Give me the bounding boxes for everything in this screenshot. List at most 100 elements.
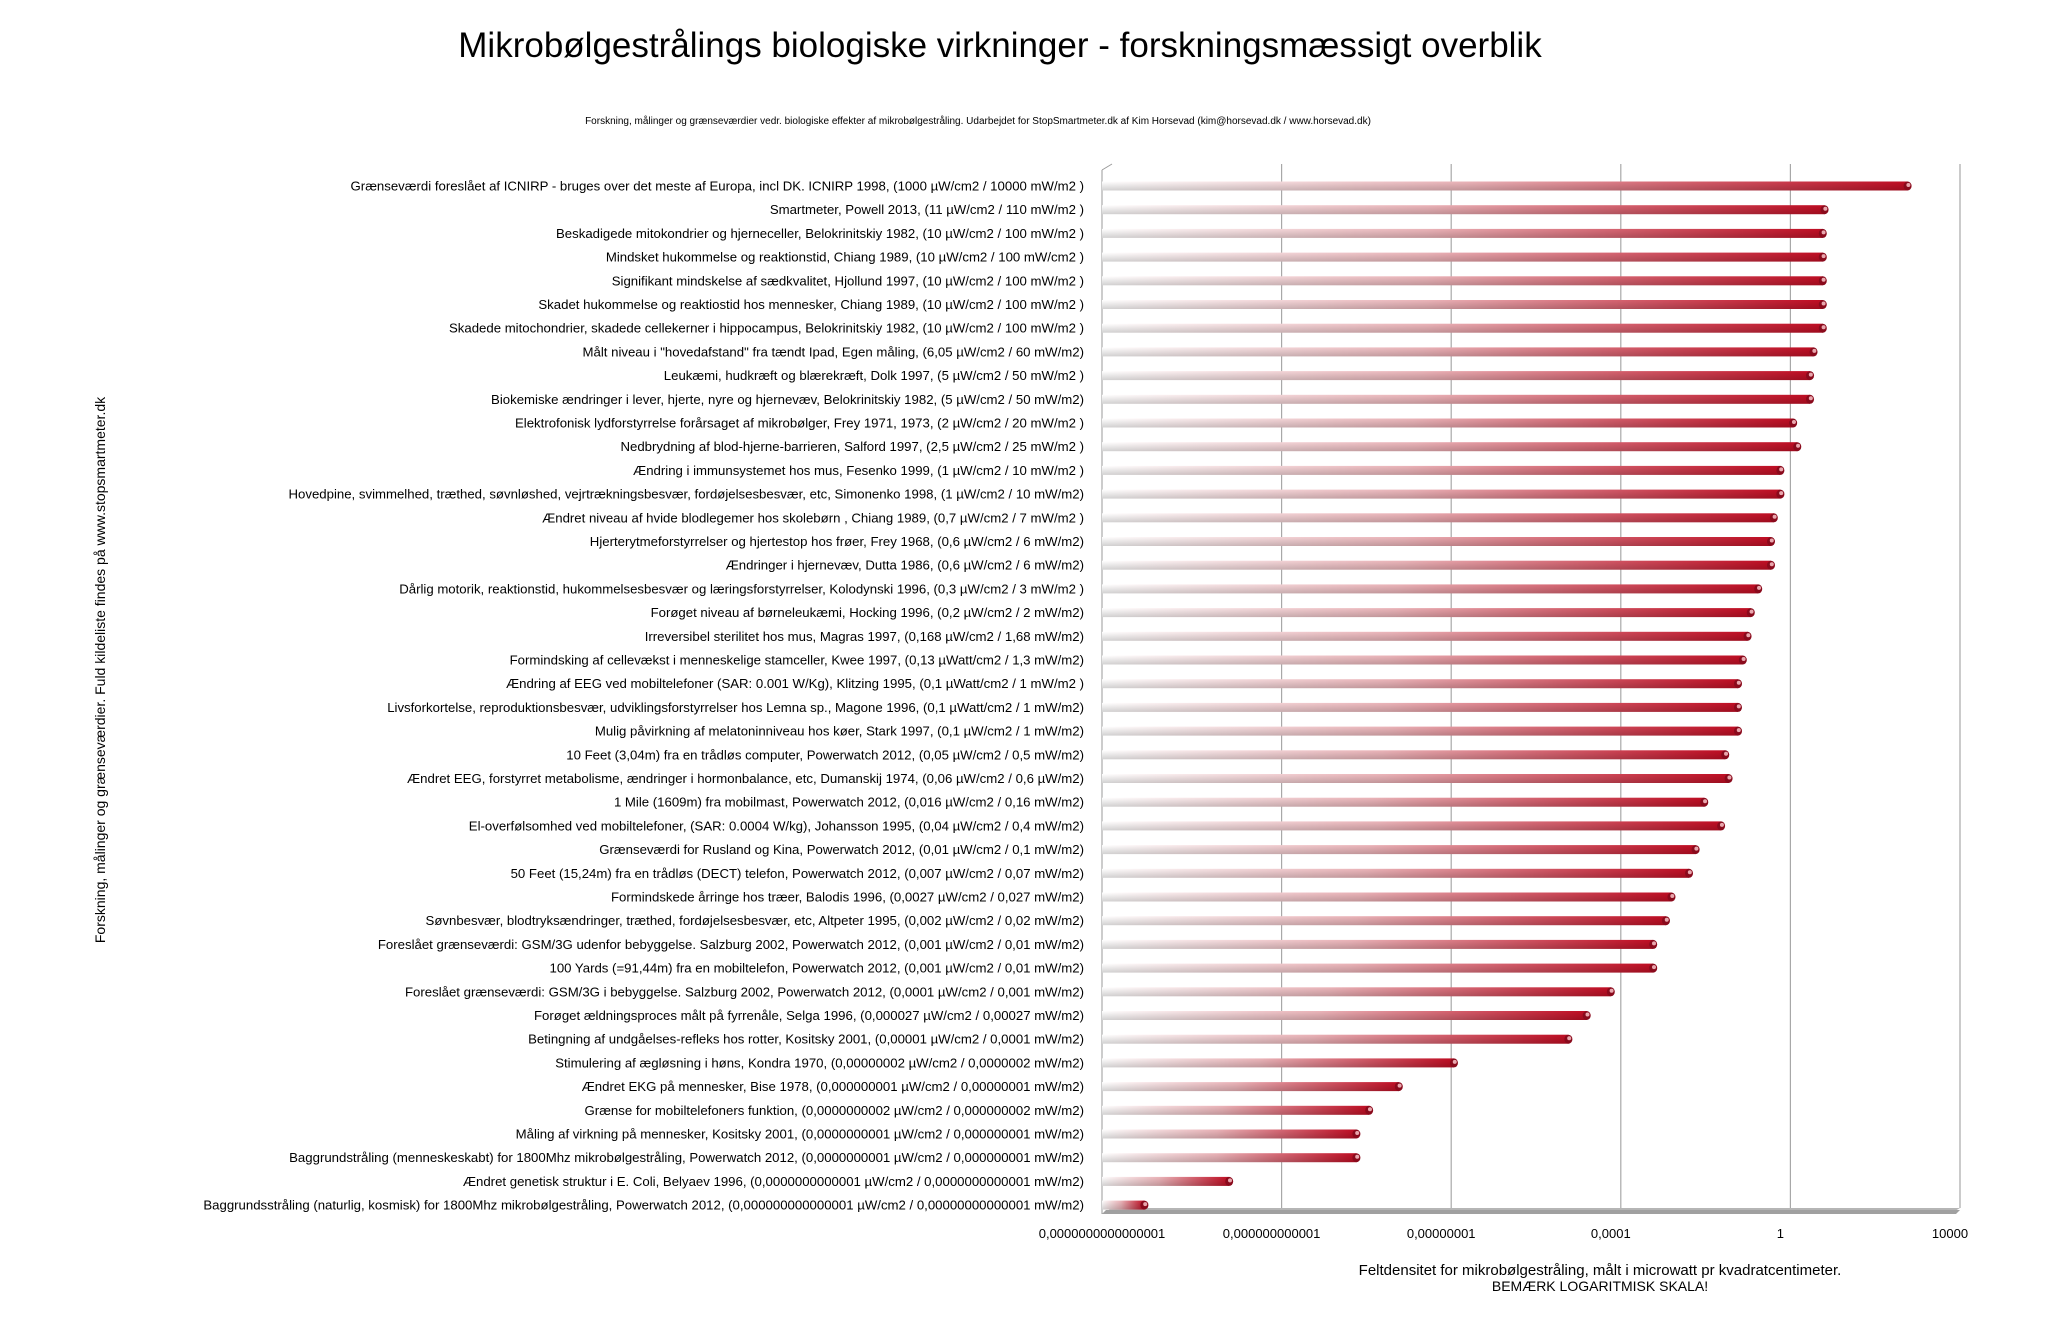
- bar-cap-highlight: [1769, 562, 1774, 567]
- bar-shade: [1102, 797, 1705, 807]
- bar-shade: [1102, 442, 1798, 452]
- bar-shade: [1102, 418, 1794, 428]
- category-label: 50 Feet (15,24m) fra en trådløs (DECT) t…: [511, 866, 1084, 881]
- bar-cap-highlight: [1749, 609, 1754, 614]
- category-label: Leukæmi, hudkræft og blærekræft, Dolk 19…: [664, 368, 1084, 383]
- x-tick-label: 10000: [1932, 1226, 1968, 1241]
- category-label: Stimulering af ægløsning i høns, Kondra …: [555, 1055, 1084, 1070]
- bar-shade: [1102, 679, 1738, 689]
- bar-cap-highlight: [1585, 1012, 1590, 1017]
- category-label: Hjerterytmeforstyrrelser og hjertestop h…: [590, 534, 1084, 549]
- bar-shade: [1102, 1011, 1587, 1020]
- bar-cap-highlight: [1823, 206, 1828, 211]
- category-label: Signifikant mindskelse af sædkvalitet, H…: [612, 273, 1084, 288]
- category-labels: Grænseværdi foreslået af ICNIRP - bruges…: [203, 179, 1084, 1213]
- bar-cap-highlight: [1791, 420, 1796, 424]
- bar-cap-highlight: [1652, 965, 1656, 970]
- bar-shade: [1102, 750, 1726, 760]
- bar-cap-highlight: [1796, 443, 1801, 448]
- bar-cap-highlight: [1821, 301, 1826, 306]
- bar-shade: [1102, 489, 1781, 499]
- category-label: Baggrundsstråling (naturlig, kosmisk) fo…: [203, 1198, 1084, 1213]
- bar-cap-highlight: [1736, 728, 1741, 733]
- bar-shade: [1102, 1153, 1357, 1163]
- bar-shade: [1102, 608, 1751, 618]
- category-label: Søvnbesvær, blodtryksændringer, træthed,…: [426, 913, 1084, 928]
- category-label: Mulig påvirkning af melatoninniveau hos …: [595, 724, 1084, 739]
- category-label: Livsforkortelse, reproduktionsbesvær, ud…: [387, 700, 1084, 715]
- bar-cap-highlight: [1687, 870, 1692, 875]
- x-axis-note: BEMÆRK LOGARITMISK SKALA!: [1491, 1278, 1709, 1294]
- bar-cap-highlight: [1652, 941, 1656, 946]
- bar-cap-highlight: [1736, 680, 1741, 685]
- category-label: Ændring i immunsystemet hos mus, Fesenko…: [633, 463, 1084, 478]
- category-label: Forøget ældningsproces målt på fyrrenåle…: [534, 1008, 1084, 1023]
- bar-shade: [1102, 916, 1666, 926]
- category-label: Foreslået grænseværdi: GSM/3G i bebyggel…: [405, 984, 1084, 999]
- x-tick-label: 1: [1777, 1226, 1784, 1241]
- bar-shade: [1102, 276, 1823, 286]
- bar-cap-highlight: [1609, 988, 1614, 993]
- bar-cap-highlight: [1772, 514, 1777, 519]
- category-label: 1 Mile (1609m) fra mobilmast, Powerwatch…: [614, 795, 1084, 810]
- bar-cap-highlight: [1757, 585, 1762, 590]
- chart-subtitle: Forskning, målinger og grænseværdier ved…: [585, 116, 1371, 127]
- bar-shade: [1102, 347, 1814, 357]
- bar-shade: [1102, 774, 1729, 783]
- bar-cap-highlight: [1724, 751, 1729, 756]
- bar-shade: [1102, 821, 1722, 831]
- bar-shade: [1102, 726, 1738, 736]
- bar-cap-highlight: [1567, 1036, 1572, 1041]
- category-label: Formindsking af cellevækst i menneskelig…: [510, 653, 1084, 668]
- bars-group: [1102, 181, 1912, 1210]
- category-label: Grænse for mobiltelefoners funktion, (0,…: [585, 1103, 1084, 1118]
- bar-cap-highlight: [1670, 894, 1675, 898]
- bar-cap-highlight: [1906, 183, 1911, 187]
- plot-floor-edge: [1102, 1210, 1960, 1214]
- bar-shade: [1102, 371, 1811, 381]
- bar-cap-highlight: [1808, 396, 1813, 401]
- category-label: Baggrundstråling (menneskeskabt) for 180…: [289, 1150, 1084, 1165]
- bar-shade: [1102, 1200, 1145, 1210]
- bar-shade: [1102, 181, 1908, 191]
- bar-cap-highlight: [1746, 633, 1751, 638]
- category-label: Ændret genetisk struktur i E. Coli, Bely…: [463, 1174, 1084, 1189]
- bar-cap-highlight: [1779, 491, 1784, 496]
- category-label: Skadet hukommelse og reaktiostid hos men…: [538, 297, 1084, 312]
- bar-cap-highlight: [1821, 277, 1826, 282]
- bar-shade: [1102, 252, 1823, 262]
- category-label: Elektrofonisk lydforstyrrelse forårsaget…: [515, 416, 1084, 431]
- bar-cap-highlight: [1769, 538, 1774, 543]
- plot-wall-top-edge: [1101, 163, 1113, 171]
- category-label: Ændring af EEG ved mobiltelefoner (SAR: …: [506, 676, 1084, 691]
- bar-shade: [1102, 655, 1743, 665]
- bar-cap-highlight: [1228, 1178, 1232, 1183]
- category-label: Nedbrydning af blod-hjerne-barrieren, Sa…: [620, 439, 1084, 454]
- bar-cap-highlight: [1143, 1202, 1148, 1207]
- bar-cap-highlight: [1694, 846, 1699, 851]
- x-tick-label: 0,0001: [1591, 1226, 1631, 1241]
- plot-frame: [1101, 163, 1960, 1214]
- bar-shade: [1102, 1034, 1569, 1044]
- bar-shade: [1102, 228, 1823, 238]
- category-label: Smartmeter, Powell 2013, (11 µW/cm2 / 11…: [770, 202, 1084, 217]
- category-label: El-overfølsomhed ved mobiltelefoner, (SA…: [469, 818, 1084, 833]
- category-label: Ændringer i hjernevæv, Dutta 1986, (0,6 …: [726, 558, 1084, 573]
- bar-cap-highlight: [1452, 1059, 1457, 1064]
- category-label: Dårlig motorik, reaktionstid, hukommelse…: [399, 581, 1084, 596]
- category-label: 100 Yards (=91,44m) fra en mobiltelefon,…: [550, 961, 1085, 976]
- category-label: Biokemiske ændringer i lever, hjerte, ny…: [491, 392, 1084, 407]
- x-tick-label: 0,000000000001: [1223, 1226, 1321, 1241]
- bar-shade: [1102, 394, 1811, 404]
- category-label: Målt niveau i "hovedafstand" fra tændt I…: [583, 344, 1084, 359]
- bar-cap-highlight: [1821, 254, 1826, 259]
- category-label: Irreversibel sterilitet hos mus, Magras …: [645, 629, 1084, 644]
- bar-cap-highlight: [1367, 1107, 1372, 1112]
- bar-shade: [1102, 892, 1672, 902]
- bar-cap-highlight: [1355, 1154, 1360, 1159]
- category-label: Forøget niveau af børneleukæmi, Hocking …: [651, 605, 1084, 620]
- bar-shade: [1102, 537, 1771, 546]
- x-axis-label: Feltdensitet for mikrobølgestråling, mål…: [1358, 1262, 1842, 1279]
- bar-shade: [1102, 300, 1823, 309]
- category-label: Ændret niveau af hvide blodlegemer hos s…: [542, 510, 1084, 525]
